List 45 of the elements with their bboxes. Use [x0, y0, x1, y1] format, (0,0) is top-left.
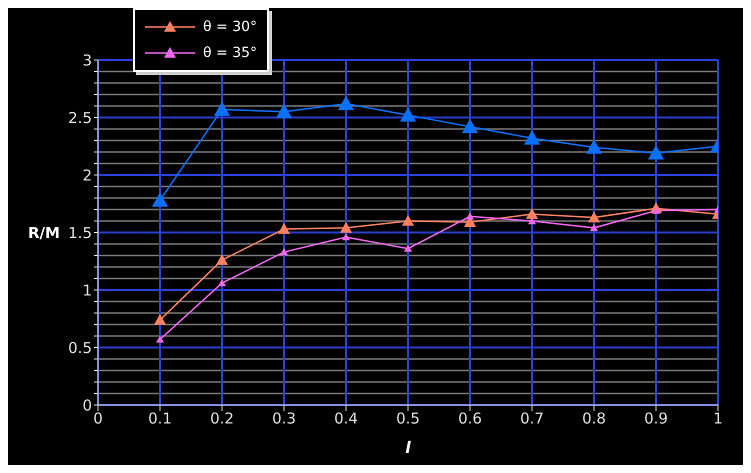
- x-tick-label: 0.2: [210, 410, 234, 428]
- point: [340, 222, 352, 233]
- y-tick-label: 0.5: [68, 338, 92, 357]
- x-tick-label: 0.1: [148, 410, 172, 428]
- point: [278, 223, 290, 234]
- x-tick-label: 0.8: [582, 410, 606, 428]
- point: [462, 118, 478, 134]
- point: [154, 314, 166, 325]
- point: [404, 244, 412, 252]
- point: [528, 217, 536, 224]
- y-axis-title: R/M: [28, 224, 60, 242]
- point: [400, 107, 416, 122]
- point: [280, 248, 288, 256]
- x-tick-label: 0.5: [396, 410, 420, 428]
- x-tick-label: 0.6: [458, 410, 482, 428]
- point: [276, 104, 292, 118]
- legend-label: θ = 30°: [203, 19, 258, 35]
- y-tick-label: 2: [82, 166, 92, 184]
- point: [524, 130, 540, 145]
- point: [342, 233, 350, 240]
- point: [218, 279, 226, 286]
- point: [216, 254, 228, 265]
- x-tick-label: 0.3: [272, 410, 296, 428]
- point: [588, 212, 600, 222]
- point: [402, 215, 414, 226]
- x-tick-label: 1: [713, 410, 723, 428]
- point: [156, 335, 164, 343]
- point: [214, 101, 230, 116]
- point: [152, 192, 168, 207]
- point: [586, 139, 602, 154]
- y-tick-label: 0: [82, 396, 92, 414]
- x-axis-title: l: [405, 438, 412, 457]
- y-tick-label: 1: [82, 281, 92, 300]
- y-tick-label: 2.5: [68, 108, 92, 127]
- x-tick-label: 0.7: [520, 410, 544, 428]
- x-tick-label: 0.9: [644, 410, 668, 428]
- point: [590, 224, 598, 232]
- point: [466, 212, 474, 220]
- y-tick-label: 3: [82, 51, 92, 70]
- x-tick-label: 0.4: [334, 410, 358, 428]
- y-tick-label: 1.5: [68, 224, 92, 242]
- point: [526, 208, 538, 219]
- point: [338, 96, 354, 110]
- point: [648, 145, 664, 160]
- legend-label: θ = 35°: [203, 45, 258, 61]
